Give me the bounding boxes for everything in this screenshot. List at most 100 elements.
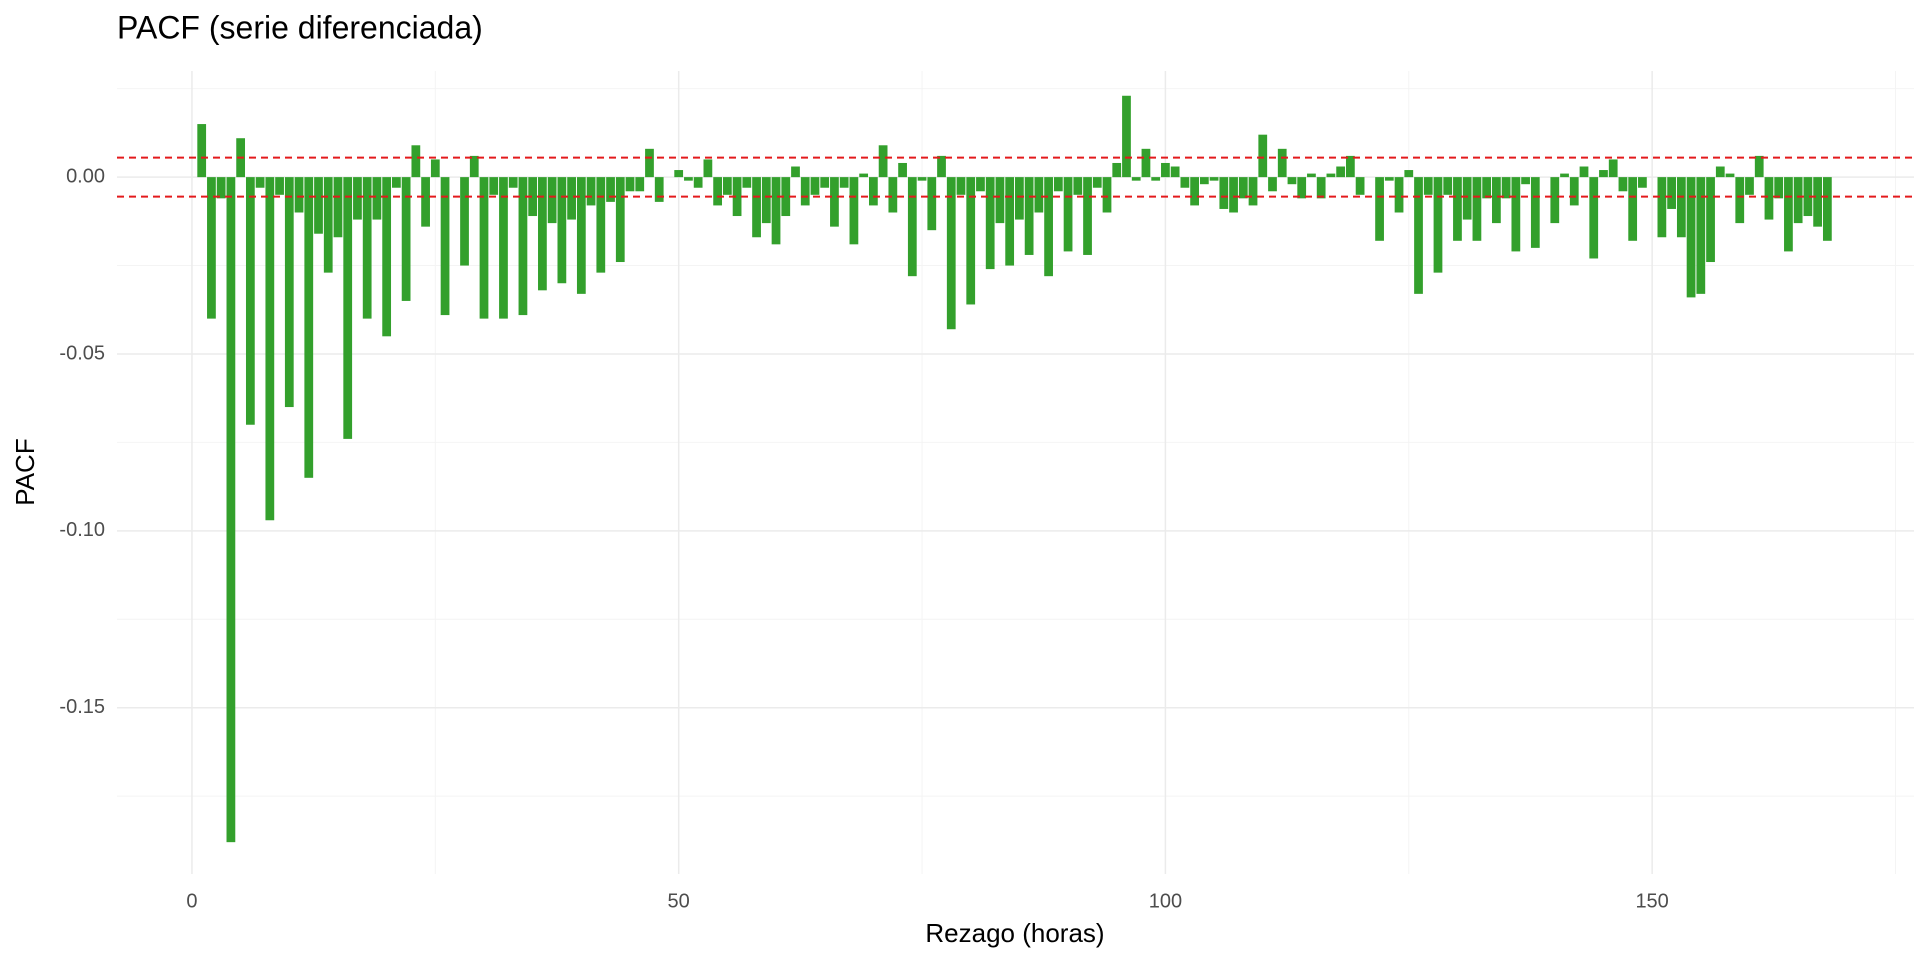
bar — [810, 177, 820, 195]
bar — [791, 166, 800, 178]
bar — [1657, 177, 1667, 238]
bar — [430, 159, 440, 178]
bar — [362, 177, 372, 319]
bar — [1384, 177, 1394, 181]
bar — [538, 177, 547, 291]
bar — [1180, 177, 1190, 188]
bar — [508, 177, 518, 188]
bar — [1696, 177, 1706, 294]
bar — [1219, 177, 1229, 209]
bar — [1530, 177, 1540, 248]
bar — [1083, 177, 1092, 255]
bar — [956, 177, 966, 195]
bar — [1686, 177, 1696, 298]
bar — [839, 177, 849, 188]
bar — [868, 177, 878, 206]
bar — [1638, 177, 1647, 188]
bar — [1063, 177, 1073, 252]
x-tick-label: 50 — [668, 890, 690, 912]
chart-title: PACF (serie diferenciada) — [117, 9, 483, 45]
bar — [518, 177, 528, 316]
bar — [1238, 177, 1248, 199]
bar — [1297, 177, 1307, 199]
bar — [1443, 177, 1453, 195]
bar — [1618, 177, 1628, 192]
bar — [1229, 177, 1238, 213]
bar — [1015, 177, 1024, 220]
bar — [1706, 177, 1715, 263]
bar — [742, 177, 752, 188]
bar — [314, 177, 323, 234]
bar — [479, 177, 489, 319]
bar — [1628, 177, 1638, 241]
bar — [849, 177, 859, 245]
bar — [1608, 159, 1618, 178]
bar — [966, 177, 976, 305]
bar — [557, 177, 567, 284]
bar — [421, 177, 430, 227]
bar — [1813, 177, 1823, 227]
bar — [1044, 177, 1053, 277]
bar — [732, 177, 742, 217]
bar — [1521, 177, 1530, 185]
bar — [1414, 177, 1423, 294]
bar — [1715, 166, 1725, 178]
bar — [1550, 177, 1560, 224]
bar — [1326, 173, 1336, 178]
bar — [654, 177, 664, 202]
bar — [1092, 177, 1102, 188]
bar — [1248, 177, 1258, 206]
bar — [460, 177, 469, 266]
bar — [1501, 177, 1511, 199]
bar — [1199, 177, 1209, 185]
bar — [1472, 177, 1482, 241]
bar — [333, 177, 343, 238]
bar — [645, 148, 654, 178]
bar — [1151, 177, 1161, 181]
bar — [1667, 177, 1676, 209]
bar — [1161, 162, 1170, 178]
x-tick-label: 100 — [1149, 890, 1182, 912]
bar — [1774, 177, 1784, 199]
bar — [1073, 177, 1083, 195]
bar — [547, 177, 557, 224]
x-axis-title: Rezago (horas) — [925, 918, 1104, 948]
bar — [294, 177, 304, 213]
bar — [674, 170, 684, 178]
bar — [1453, 177, 1462, 241]
bar — [888, 177, 898, 213]
bar — [1404, 170, 1414, 178]
bar — [684, 177, 693, 181]
bar — [1822, 177, 1832, 241]
bar — [1345, 155, 1355, 178]
bar — [401, 177, 411, 301]
bar — [1268, 177, 1277, 192]
bar — [1511, 177, 1521, 252]
bar — [392, 177, 401, 188]
bar — [567, 177, 576, 220]
bar — [859, 173, 869, 178]
y-tick-label: -0.10 — [59, 519, 105, 541]
bar — [722, 177, 732, 195]
bar — [226, 177, 236, 843]
bar — [1209, 177, 1219, 181]
bar — [1258, 134, 1268, 178]
bar — [1122, 95, 1131, 178]
bar — [1277, 148, 1287, 178]
bar — [469, 155, 479, 178]
bar — [1784, 177, 1793, 252]
bar — [207, 177, 216, 319]
bar — [284, 177, 294, 408]
bar — [411, 145, 421, 178]
bar — [216, 177, 226, 199]
bar — [1793, 177, 1803, 224]
bar — [528, 177, 538, 217]
bar — [275, 177, 284, 195]
bar — [1190, 177, 1199, 206]
bar — [898, 162, 907, 178]
bar — [927, 177, 937, 231]
bar — [820, 177, 830, 188]
bar — [440, 177, 450, 316]
bar — [946, 177, 956, 330]
bar — [353, 177, 362, 220]
